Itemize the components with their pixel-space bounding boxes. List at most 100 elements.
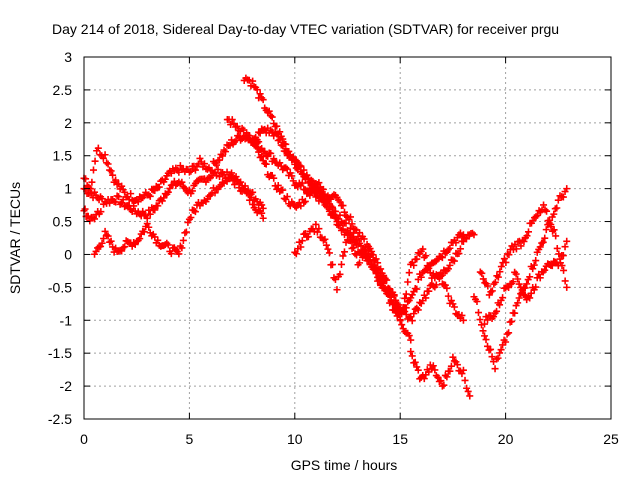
data-point	[259, 204, 267, 212]
data-point	[167, 250, 175, 258]
data-point	[384, 284, 392, 292]
data-point	[213, 161, 221, 169]
data-point	[340, 248, 348, 256]
data-point	[301, 175, 309, 183]
data-point	[342, 219, 350, 227]
data-point	[232, 173, 240, 181]
data-point	[405, 332, 413, 340]
data-point	[259, 214, 267, 222]
data-point	[496, 301, 504, 309]
data-point	[478, 269, 486, 277]
data-point	[377, 265, 385, 273]
data-point	[356, 229, 364, 237]
data-point	[372, 255, 380, 263]
y-tick-label: -2.5	[48, 411, 72, 427]
data-point	[292, 157, 300, 165]
y-tick-label: 1	[64, 181, 72, 197]
data-point	[107, 167, 115, 175]
data-point	[324, 245, 332, 253]
data-point	[121, 188, 129, 196]
series-arc-12	[481, 237, 571, 328]
data-point	[536, 274, 544, 282]
data-point	[524, 228, 532, 236]
data-point	[435, 378, 443, 386]
data-point	[337, 260, 345, 268]
grid	[84, 57, 611, 419]
data-point	[398, 310, 406, 318]
data-point	[312, 220, 320, 228]
data-point	[549, 227, 557, 235]
data-point	[98, 239, 106, 247]
data-point	[387, 296, 395, 304]
x-tick-label: 10	[287, 431, 303, 447]
data-point	[541, 234, 549, 242]
data-point	[413, 363, 421, 371]
y-tick-label: -0.5	[48, 279, 72, 295]
data-point	[97, 208, 105, 216]
data-point	[419, 245, 427, 253]
data-point	[487, 288, 495, 296]
data-point	[279, 186, 287, 194]
data-point	[487, 345, 495, 353]
data-point	[450, 303, 458, 311]
data-point	[429, 362, 437, 370]
data-point	[502, 338, 510, 346]
data-point	[188, 187, 196, 195]
data-point	[449, 256, 457, 264]
data-point	[444, 292, 452, 300]
data-point	[476, 268, 484, 276]
data-point	[493, 272, 501, 280]
series-arc-7	[249, 124, 478, 325]
data-point	[336, 270, 344, 278]
data-point	[497, 346, 505, 354]
data-point	[187, 167, 195, 175]
data-point	[322, 241, 330, 249]
data-point	[488, 287, 496, 295]
data-point	[319, 236, 327, 244]
y-tick-label: -1.5	[48, 345, 72, 361]
data-point	[441, 249, 449, 257]
data-point	[392, 305, 400, 313]
data-point	[101, 227, 109, 235]
data-point	[444, 265, 452, 273]
data-point	[283, 193, 291, 201]
data-point	[380, 272, 388, 280]
y-tick-label: -1	[60, 312, 73, 328]
data-point	[559, 252, 567, 260]
x-tick-label: 25	[603, 431, 619, 447]
data-point	[514, 299, 522, 307]
data-point	[139, 207, 147, 215]
data-point	[452, 239, 460, 247]
data-point	[182, 228, 190, 236]
data-point	[437, 253, 445, 261]
data-point	[92, 247, 100, 255]
data-point	[347, 237, 355, 245]
data-point	[563, 283, 571, 291]
y-tick-label: 0	[64, 246, 72, 262]
data-point	[208, 167, 216, 175]
data-point	[414, 306, 422, 314]
data-point	[140, 228, 148, 236]
data-point	[534, 211, 542, 219]
data-point	[529, 265, 537, 273]
data-point	[328, 203, 336, 211]
data-point	[351, 250, 359, 258]
data-point	[233, 122, 241, 130]
data-point	[145, 191, 153, 199]
data-point	[527, 289, 535, 297]
data-point	[520, 238, 528, 246]
data-point	[228, 116, 236, 124]
data-point	[552, 232, 560, 240]
data-point	[81, 205, 89, 213]
chart-title: Day 214 of 2018, Sidereal Day-to-day VTE…	[52, 21, 559, 37]
data-point	[560, 266, 568, 274]
data-point	[515, 280, 523, 288]
data-point	[267, 112, 275, 120]
data-point	[532, 213, 540, 221]
data-point	[211, 189, 219, 197]
data-point	[101, 151, 109, 159]
data-point	[146, 210, 154, 218]
data-point	[496, 349, 504, 357]
data-point	[164, 241, 172, 249]
data-point	[554, 262, 562, 270]
